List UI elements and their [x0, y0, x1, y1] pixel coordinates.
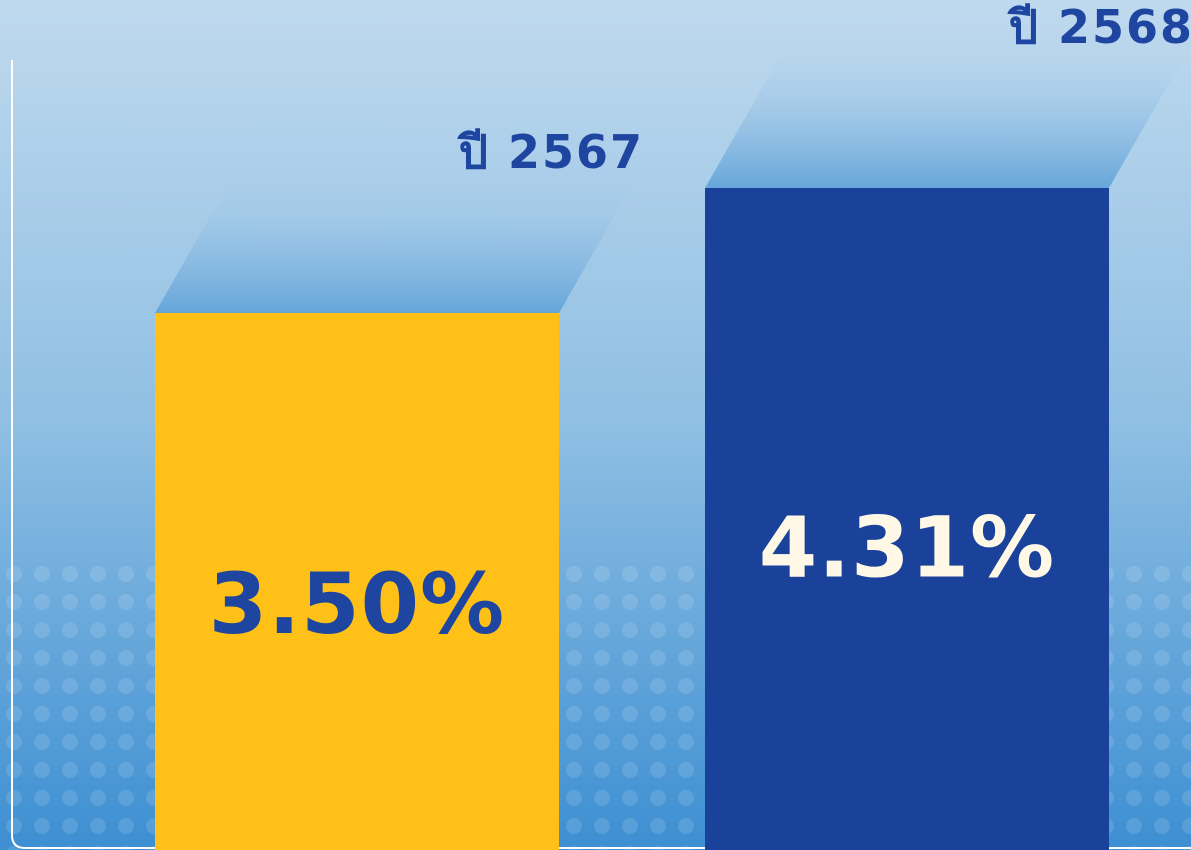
- value-label: 4.31%: [759, 499, 1055, 597]
- category-label: ปี 2568: [1006, 0, 1191, 54]
- bar-shadow: [705, 48, 1189, 188]
- frame-line: [11, 60, 1191, 849]
- bar-shadow: [155, 172, 639, 313]
- bar: [705, 188, 1109, 850]
- bar: [155, 312, 559, 850]
- bars: 3.50% ปี 2567 4.31% ปี 2568: [155, 0, 1191, 850]
- value-label: 3.50%: [209, 555, 505, 653]
- category-label: ปี 2567: [456, 125, 644, 179]
